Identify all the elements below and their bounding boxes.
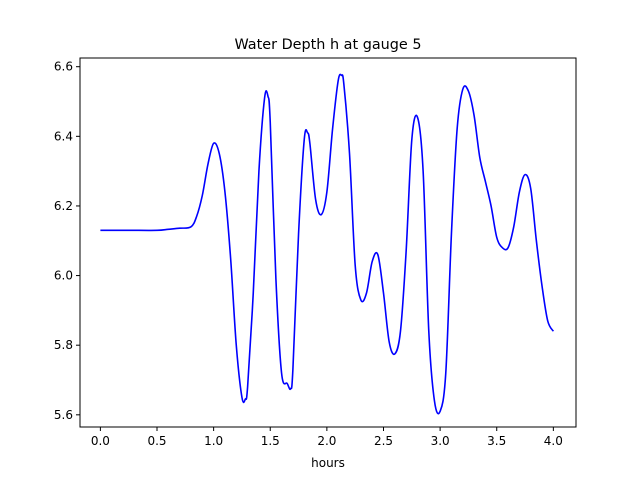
y-tick-label: 6.6 xyxy=(54,60,73,74)
y-tick-label: 6.0 xyxy=(54,269,73,283)
x-axis-label: hours xyxy=(311,456,345,470)
y-tick-label: 6.2 xyxy=(54,199,73,213)
x-tick-label: 3.5 xyxy=(487,434,506,448)
y-tick-label: 5.8 xyxy=(54,338,73,352)
x-axis: 0.0 0.5 1.0 1.5 2.0 2.5 3.0 3.5 4.0 xyxy=(91,427,563,448)
y-tick-label: 6.4 xyxy=(54,129,73,143)
x-tick-label: 2.0 xyxy=(317,434,336,448)
y-axis: 5.6 5.8 6.0 6.2 6.4 6.6 xyxy=(54,60,80,422)
plot-area xyxy=(100,73,555,415)
series-line xyxy=(100,73,555,415)
y-tick-label: 5.6 xyxy=(54,408,73,422)
series-layer xyxy=(100,73,555,415)
plot-frame xyxy=(79,57,577,428)
chart-title: Water Depth h at gauge 5 xyxy=(234,37,421,53)
x-tick-label: 4.0 xyxy=(544,434,563,448)
x-tick-label: 1.5 xyxy=(261,434,280,448)
x-tick-label: 2.5 xyxy=(374,434,393,448)
x-tick-label: 1.0 xyxy=(204,434,223,448)
x-tick-label: 3.0 xyxy=(431,434,450,448)
x-tick-label: 0.5 xyxy=(147,434,166,448)
x-tick-label: 0.0 xyxy=(91,434,110,448)
